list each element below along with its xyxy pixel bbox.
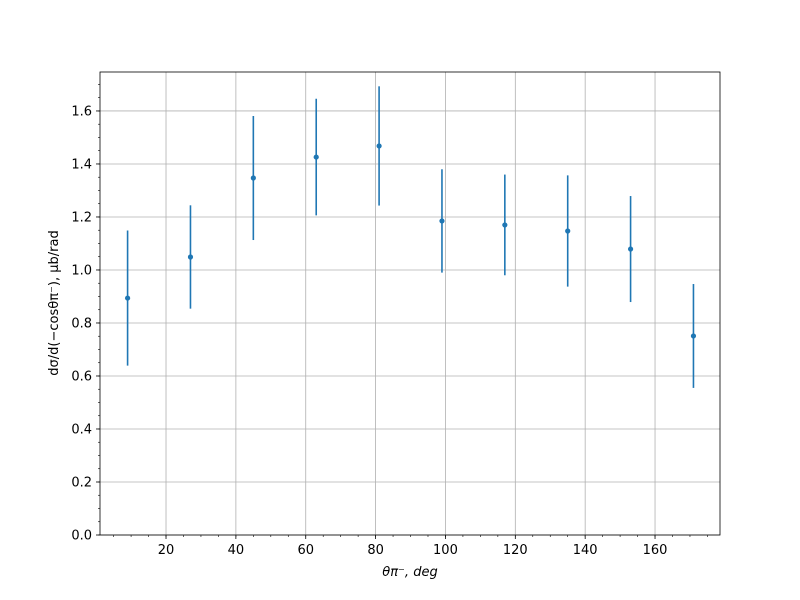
- x-tick-label: 120: [503, 543, 528, 558]
- data-point: [565, 228, 571, 234]
- y-tick-label: 1.4: [71, 157, 92, 172]
- y-tick-label: 1.6: [71, 104, 92, 119]
- y-tick-label: 0.6: [71, 369, 92, 384]
- data-point: [690, 333, 697, 339]
- data-point: [313, 154, 319, 160]
- y-axis-label: dσ/d(−cosθπ⁻), μb/rad: [47, 230, 62, 375]
- x-tick-label: 20: [158, 543, 175, 558]
- y-tick-label: 0.4: [71, 422, 92, 437]
- data-point: [187, 254, 194, 260]
- x-tick-label: 160: [643, 543, 668, 558]
- y-tick-label: 0.8: [71, 316, 92, 331]
- y-tick-label: 0.0: [71, 529, 92, 544]
- x-tick-label: 40: [228, 543, 245, 558]
- data-point: [627, 246, 634, 252]
- y-tick-label: 0.2: [71, 475, 92, 490]
- x-tick-label: 60: [297, 543, 314, 558]
- data-point: [502, 222, 508, 228]
- x-tick-label: 140: [573, 543, 598, 558]
- data-point: [376, 143, 382, 149]
- y-tick-label: 1.2: [71, 210, 92, 225]
- data-point: [124, 295, 131, 301]
- data-point: [250, 175, 256, 181]
- plot-frame: [99, 71, 721, 536]
- x-tick-label: 80: [367, 543, 384, 558]
- x-axis-label: θπ⁻, deg: [382, 565, 437, 580]
- y-tick-label: 1.0: [71, 263, 92, 278]
- data-point: [439, 218, 445, 224]
- x-tick-label: 100: [433, 543, 458, 558]
